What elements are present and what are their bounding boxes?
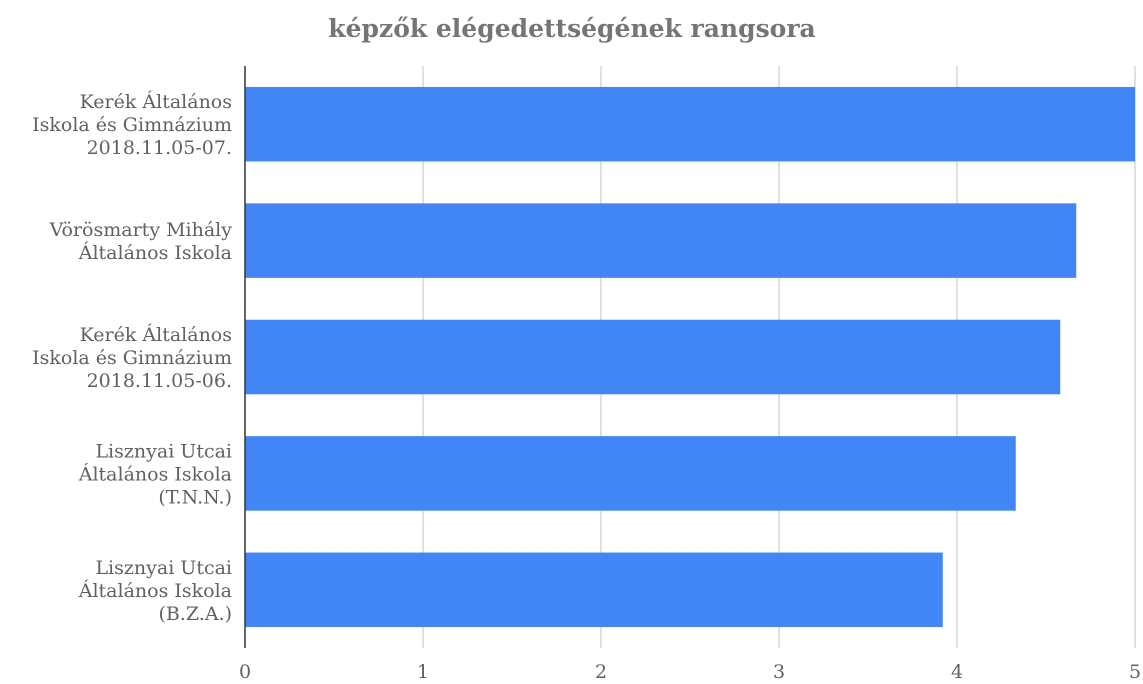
category-label-line: Általános Iskola	[78, 579, 232, 602]
x-tick-label-5: 5	[1129, 661, 1141, 683]
x-tick-label-0: 0	[239, 661, 251, 683]
bar-4[interactable]	[245, 436, 1016, 511]
category-label-line: 2018.11.05-06.	[87, 370, 232, 392]
category-label-line: Lisznyai Utcai	[95, 557, 232, 579]
x-tick-label-1: 1	[417, 661, 429, 683]
x-tick-label-4: 4	[951, 661, 963, 683]
category-label-line: Kerék Általános	[80, 323, 232, 346]
category-label-line: Általános Iskola	[78, 241, 232, 264]
chart-title: képzők elégedettségének rangsora	[328, 14, 815, 43]
x-axis-ticks: 0 1 2 3 4 5	[239, 661, 1141, 683]
x-tick-label-3: 3	[773, 661, 785, 683]
bar-3[interactable]	[245, 319, 1061, 395]
bar-1[interactable]	[245, 86, 1135, 162]
category-label-line: Iskola és Gimnázium	[32, 114, 232, 136]
category-label-line: Lisznyai Utcai	[95, 440, 232, 462]
category-label-line: Iskola és Gimnázium	[32, 347, 232, 369]
bar-2[interactable]	[245, 203, 1077, 278]
category-label-line: (T.N.N.)	[158, 486, 232, 508]
category-label-line: 2018.11.05-07.	[87, 137, 232, 159]
bars	[245, 86, 1135, 628]
category-label-line: (B.Z.A.)	[159, 603, 233, 625]
x-tick-label-2: 2	[595, 661, 607, 683]
bar-5[interactable]	[245, 552, 943, 628]
category-label-line: Kerék Általános	[80, 90, 232, 113]
category-label-line: Általános Iskola	[78, 462, 232, 485]
category-label-line: Vörösmarty Mihály	[49, 219, 233, 241]
